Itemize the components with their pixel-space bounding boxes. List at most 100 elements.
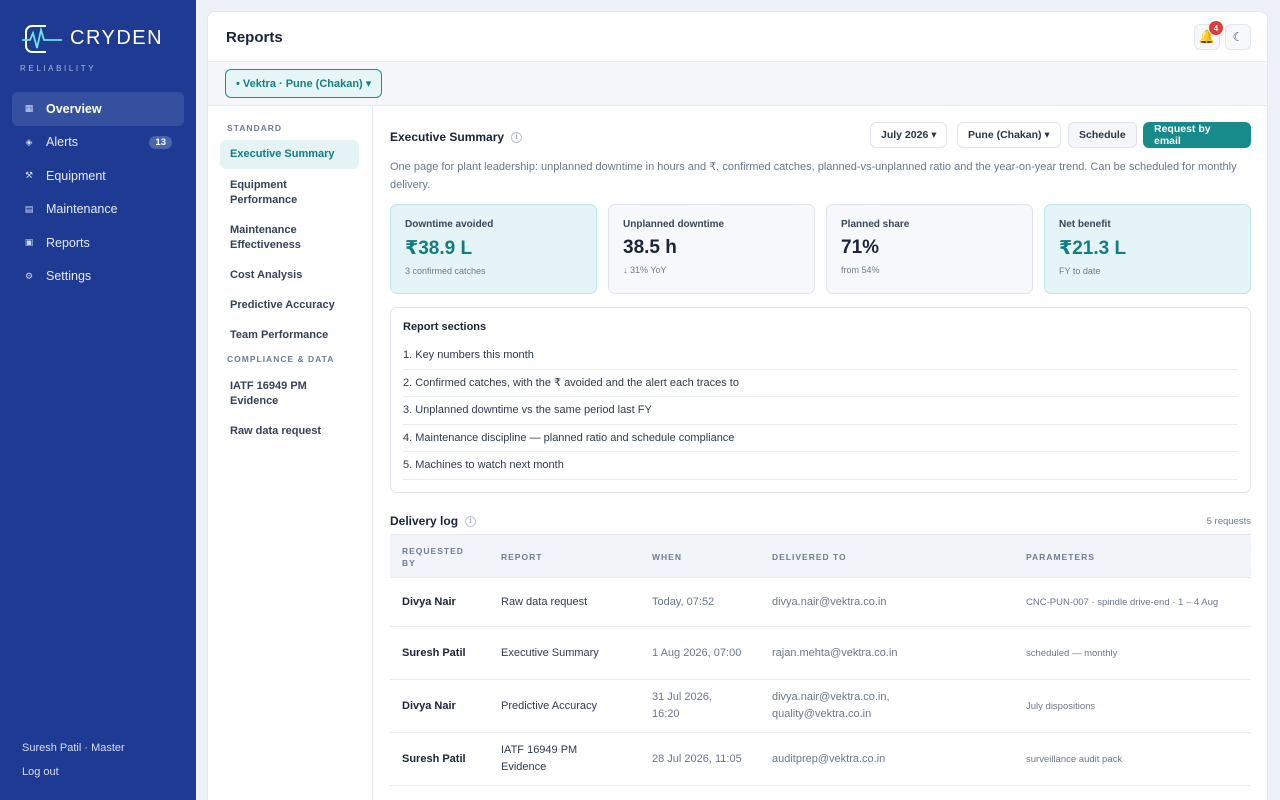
report-title-text: Executive Summary — [390, 130, 505, 144]
report-nav-iatf-evidence[interactable]: IATF 16949 PM Evidence — [230, 379, 307, 408]
kpi-value: 38.5 h — [623, 237, 677, 258]
brand-logo[interactable]: CRYDEN — [22, 22, 172, 56]
month-select[interactable]: July 2026 ▾ — [870, 122, 948, 148]
report-section-item: 5. Machines to watch next month — [403, 452, 1238, 480]
table-row[interactable]: Suresh Patil Executive Summary 1 Aug 202… — [390, 627, 1251, 680]
cell-report: Raw data request — [501, 595, 588, 608]
cell-parameters: surveillance audit pack — [1026, 753, 1123, 765]
schedule-button[interactable]: Schedule — [1068, 122, 1137, 148]
column-header-parameters[interactable]: PARAMETERS — [1026, 552, 1095, 562]
kpi-value: ₹38.9 L — [405, 238, 473, 259]
sidebar-item-overview[interactable]: ▦ Overview — [12, 92, 184, 126]
kpi-value: ₹21.3 L — [1059, 238, 1127, 259]
cell-report: Predictive Accuracy — [501, 699, 597, 712]
sidebar-item-reports[interactable]: ▣ Reports — [12, 226, 184, 260]
sidebar-item-label: Settings — [46, 269, 92, 284]
kpi-label: Unplanned downtime — [623, 219, 725, 230]
gear-icon: ⚙ — [24, 270, 34, 281]
report-section-item: 1. Key numbers this month — [403, 342, 1238, 370]
delivery-log-title-text: Delivery log — [390, 514, 459, 528]
request-by-email-button[interactable]: Request by email — [1143, 122, 1251, 148]
column-header-report[interactable]: REPORT — [501, 552, 543, 562]
cell-when: Today, 07:52 — [652, 595, 715, 608]
report-description: One page for plant leadership: unplanned… — [390, 161, 1237, 191]
sidebar-item-label: Equipment — [46, 168, 106, 183]
kpi-label: Net benefit — [1059, 219, 1111, 230]
sidebar-item-maintenance[interactable]: ▤ Maintenance — [12, 193, 184, 227]
report-nav-heading-compliance: COMPLIANCE & DATA — [227, 354, 335, 364]
kpi-sub: 3 confirmed catches — [405, 266, 486, 276]
kpi-label: Downtime avoided — [405, 219, 494, 230]
tools-icon: ⚒ — [24, 170, 34, 181]
report-nav-predictive-accuracy[interactable]: Predictive Accuracy — [230, 299, 335, 312]
info-icon[interactable]: i — [511, 131, 523, 143]
report-nav-team-performance[interactable]: Team Performance — [230, 329, 329, 342]
cell-delivered-to: divya.nair@vektra.co.in, quality@vektra.… — [772, 691, 890, 720]
calendar-icon: ▤ — [24, 203, 34, 214]
report-section-item: 3. Unplanned downtime vs the same period… — [403, 397, 1238, 425]
cell-requested-by: Divya Nair — [402, 699, 456, 712]
report-nav: STANDARD Executive Summary Equipment Per… — [208, 106, 373, 800]
delivery-log-title: Delivery log i — [390, 514, 477, 528]
moon-icon: ☾ — [1232, 30, 1244, 44]
kpi-sub: ↓ 31% YoY — [623, 265, 667, 275]
column-header-when[interactable]: WHEN — [652, 552, 682, 562]
sidebar-item-equipment[interactable]: ⚒ Equipment — [12, 159, 184, 193]
brand-name: CRYDEN — [70, 27, 164, 49]
report-nav-maintenance-effectiveness[interactable]: Maintenance Effectiveness — [230, 223, 301, 252]
sidebar-nav: ▦ Overview ◈ Alerts 13 ⚒ Equipment ▤ Mai… — [12, 92, 184, 293]
sidebar-item-settings[interactable]: ⚙ Settings — [12, 260, 184, 294]
notification-count-badge: 4 — [1209, 21, 1223, 35]
table-header: REQUESTED BY REPORT WHEN DELIVERED TO PA… — [390, 534, 1251, 578]
cell-delivered-to: divya.nair@vektra.co.in — [772, 595, 887, 608]
kpi-card-unplanned-downtime: Unplanned downtime 38.5 h ↓ 31% YoY — [608, 204, 815, 294]
column-header-requested-by[interactable]: REQUESTED BY — [402, 546, 464, 568]
cell-when: 28 Jul 2026, 11:05 — [652, 752, 742, 765]
cell-parameters: CNC-PUN-007 · spindle drive-end · 1 – 4 … — [1026, 596, 1219, 608]
table-row[interactable]: Divya Nair Predictive Accuracy 31 Jul 20… — [390, 680, 1251, 733]
sidebar-item-alerts[interactable]: ◈ Alerts 13 — [12, 126, 184, 160]
kpi-card-planned-share: Planned share 71% from 54% — [826, 204, 1033, 294]
report-section-item: 2. Confirmed catches, with the ₹ avoided… — [403, 370, 1238, 397]
page-title: Reports — [226, 29, 283, 46]
theme-toggle-button[interactable]: ☾ — [1225, 24, 1251, 50]
table-row[interactable]: Suresh Patil IATF 16949 PM Evidence 28 J… — [390, 733, 1251, 786]
kpi-value: 71% — [841, 237, 880, 258]
kpi-sub: FY to date — [1059, 266, 1101, 276]
report-nav-raw-data-request[interactable]: Raw data request — [230, 425, 322, 438]
diamond-icon: ◈ — [25, 136, 33, 147]
logout-link[interactable]: Log out — [22, 766, 59, 778]
table-row[interactable]: Divya Nair Raw data request Today, 07:52… — [390, 578, 1251, 627]
report-nav-equipment-performance[interactable]: Equipment Performance — [230, 178, 298, 207]
sidebar-item-label: Reports — [46, 235, 90, 250]
cell-when: 1 Aug 2026, 07:00 — [652, 646, 742, 659]
info-icon[interactable]: i — [465, 515, 477, 527]
cell-requested-by: Divya Nair — [402, 595, 456, 608]
cell-report: Executive Summary — [501, 646, 599, 659]
cell-delivered-to: auditprep@vektra.co.in — [772, 752, 886, 765]
brand-tagline: RELIABILITY — [20, 64, 97, 73]
cell-requested-by: Suresh Patil — [402, 646, 466, 659]
site-select[interactable]: Pune (Chakan) ▾ — [957, 122, 1061, 148]
page-header: Reports 🔔 4 ☾ — [208, 12, 1267, 62]
report-sections-card: Report sections 1. Key numbers this mont… — [390, 307, 1251, 493]
report-nav-cost-analysis[interactable]: Cost Analysis — [230, 269, 303, 282]
grid-icon: ▦ — [24, 103, 34, 114]
cell-requested-by: Suresh Patil — [402, 752, 466, 765]
delivery-log-count: 5 requests — [1206, 516, 1251, 527]
filter-bar: • Vektra · Pune (Chakan) ▾ — [208, 62, 1267, 106]
cell-when: 31 Jul 2026, 16:20 — [652, 691, 712, 720]
column-header-delivered-to[interactable]: DELIVERED TO — [772, 552, 847, 562]
cell-delivered-to: rajan.mehta@vektra.co.in — [772, 646, 898, 659]
cryden-logo-icon — [22, 25, 62, 53]
sidebar-item-label: Overview — [46, 101, 102, 116]
cell-parameters: scheduled — monthly — [1026, 647, 1118, 659]
plant-selector[interactable]: • Vektra · Pune (Chakan) ▾ — [225, 69, 383, 98]
report-icon: ▣ — [24, 237, 34, 248]
notifications-button[interactable]: 🔔 4 — [1194, 21, 1223, 50]
sidebar: CRYDEN RELIABILITY ▦ Overview ◈ Alerts 1… — [0, 0, 196, 800]
kpi-sub: from 54% — [841, 265, 880, 275]
alerts-count-badge: 13 — [149, 135, 172, 149]
main-panel: Reports 🔔 4 ☾ • Vektra · Pune (Chakan) ▾… — [207, 11, 1268, 800]
report-nav-executive-summary[interactable]: Executive Summary — [220, 140, 359, 169]
